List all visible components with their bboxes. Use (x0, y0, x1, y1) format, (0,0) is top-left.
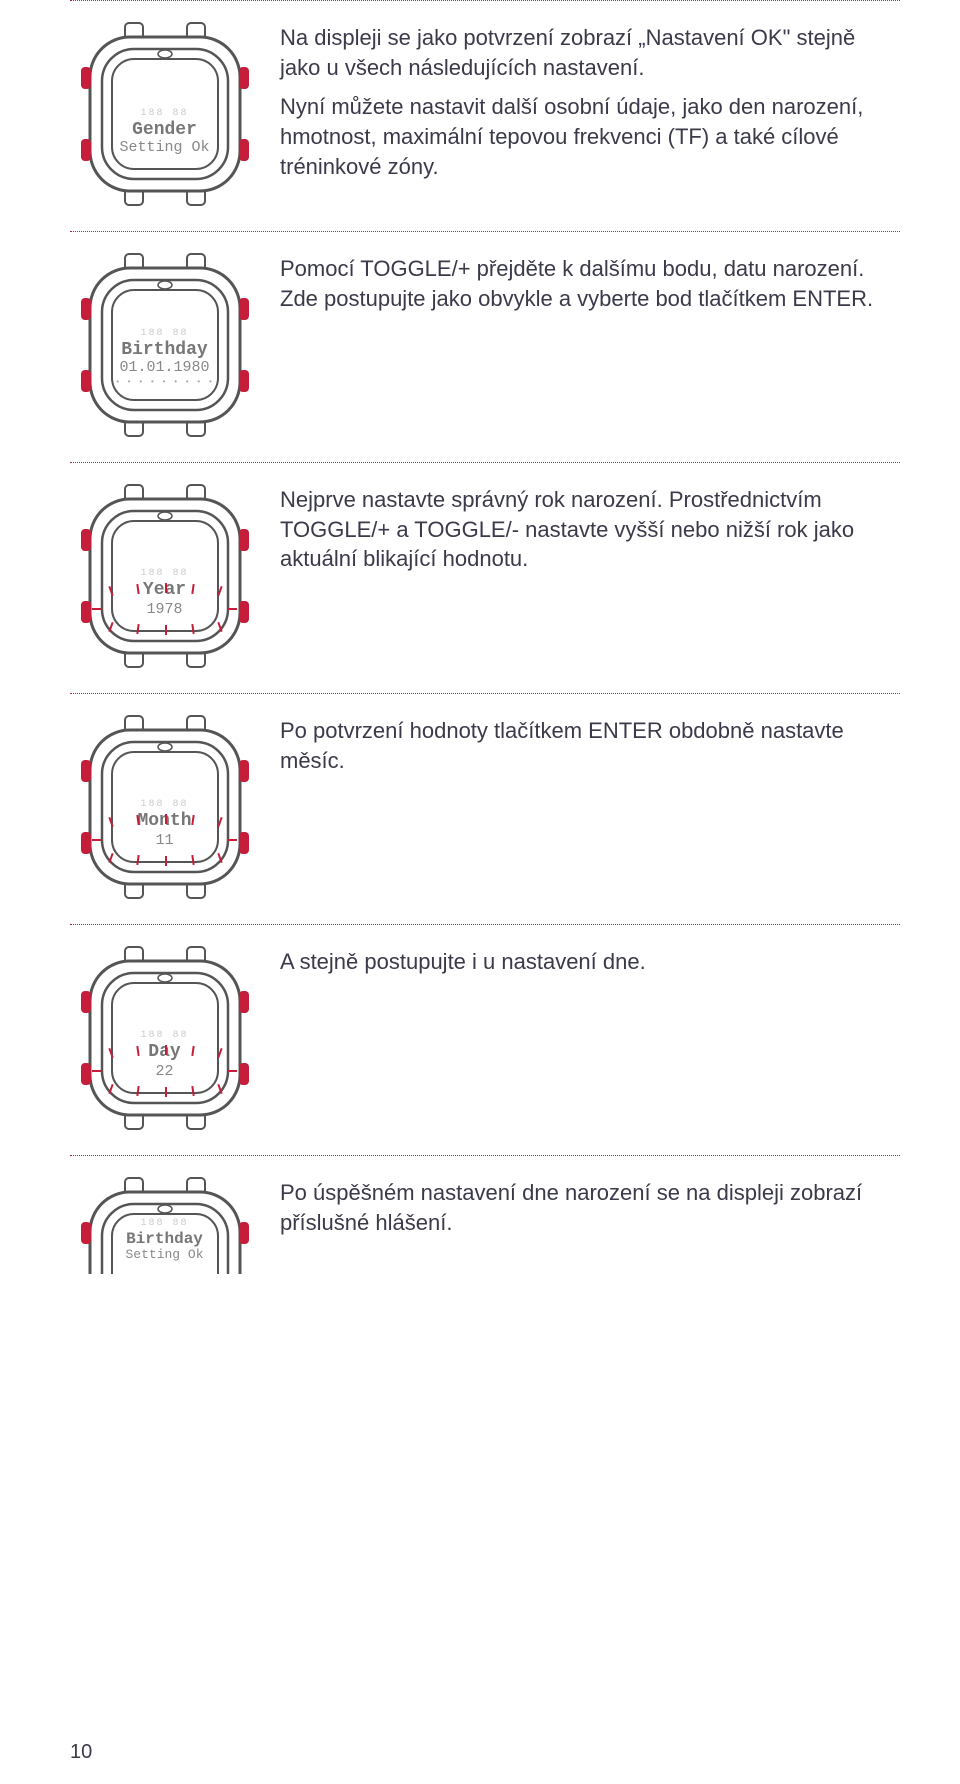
paragraph: Po úspěšném nastavení dne narození se na… (280, 1178, 900, 1237)
screen-dots: • • • • • • • • • (112, 378, 217, 387)
screen-line2: 01.01.1980 (112, 360, 217, 376)
step-row: 188 88 Month 11 Po potvrzení hodnoty tla… (70, 693, 900, 924)
screen-ghost: 188 88 (112, 799, 217, 810)
paragraph: Pomocí TOGGLE/+ přejděte k dalšímu bodu,… (280, 254, 900, 313)
screen-line2: 11 (155, 832, 173, 849)
step-text: Po úspěšném nastavení dne narození se na… (280, 1174, 900, 1247)
screen-line2: Setting Ok (112, 1248, 217, 1262)
paragraph: Po potvrzení hodnoty tlačítkem ENTER obd… (280, 716, 900, 775)
screen-ghost: 188 88 (112, 1218, 217, 1229)
screen-ghost: 188 88 (112, 568, 217, 579)
step-text: Nejprve nastavte správný rok narození. P… (280, 481, 900, 584)
step-row: 188 88 Gender Setting Ok Na displeji se … (70, 0, 900, 231)
step-text: Na displeji se jako potvrzení zobrazí „N… (280, 19, 900, 191)
screen-ghost: 188 88 (112, 108, 217, 119)
page-number: 10 (70, 1741, 92, 1764)
watch-illustration: 188 88 Birthday Setting Ok (70, 1174, 280, 1274)
watch-illustration: 188 88 Gender Setting Ok (70, 19, 280, 209)
paragraph: Na displeji se jako potvrzení zobrazí „N… (280, 23, 900, 82)
screen-line2: Setting Ok (112, 140, 217, 156)
step-text: Pomocí TOGGLE/+ přejděte k dalšímu bodu,… (280, 250, 900, 323)
screen-line1: Birthday (112, 341, 217, 360)
screen-line2: 22 (155, 1063, 173, 1080)
watch-illustration: 188 88 Month 11 (70, 712, 280, 902)
screen-line1: Year (112, 581, 217, 600)
step-text: A stejně postupujte i u nastavení dne. (280, 943, 900, 987)
screen-line1: Month (112, 812, 217, 831)
paragraph: Nejprve nastavte správný rok narození. P… (280, 485, 900, 574)
watch-illustration: 188 88 Day 22 (70, 943, 280, 1133)
watch-illustration: 188 88 Birthday 01.01.1980 • • • • • • •… (70, 250, 280, 440)
step-row: 188 88 Day 22 A stejně postupujte i u na… (70, 924, 900, 1155)
step-text: Po potvrzení hodnoty tlačítkem ENTER obd… (280, 712, 900, 785)
screen-line2: 1978 (146, 601, 182, 618)
paragraph: A stejně postupujte i u nastavení dne. (280, 947, 900, 977)
watch-illustration: 188 88 Year 1978 (70, 481, 280, 671)
step-row: 188 88 Birthday Setting Ok Po úspěšném n… (70, 1155, 900, 1274)
screen-line1: Day (112, 1043, 217, 1062)
screen-line1: Birthday (112, 1231, 217, 1248)
screen-ghost: 188 88 (112, 1030, 217, 1041)
screen-ghost: 188 88 (112, 328, 217, 339)
step-row: 188 88 Birthday 01.01.1980 • • • • • • •… (70, 231, 900, 462)
step-row: 188 88 Year 1978 Nejprve nastavte správn… (70, 462, 900, 693)
paragraph: Nyní můžete nastavit další osobní údaje,… (280, 92, 900, 181)
screen-line1: Gender (112, 121, 217, 140)
